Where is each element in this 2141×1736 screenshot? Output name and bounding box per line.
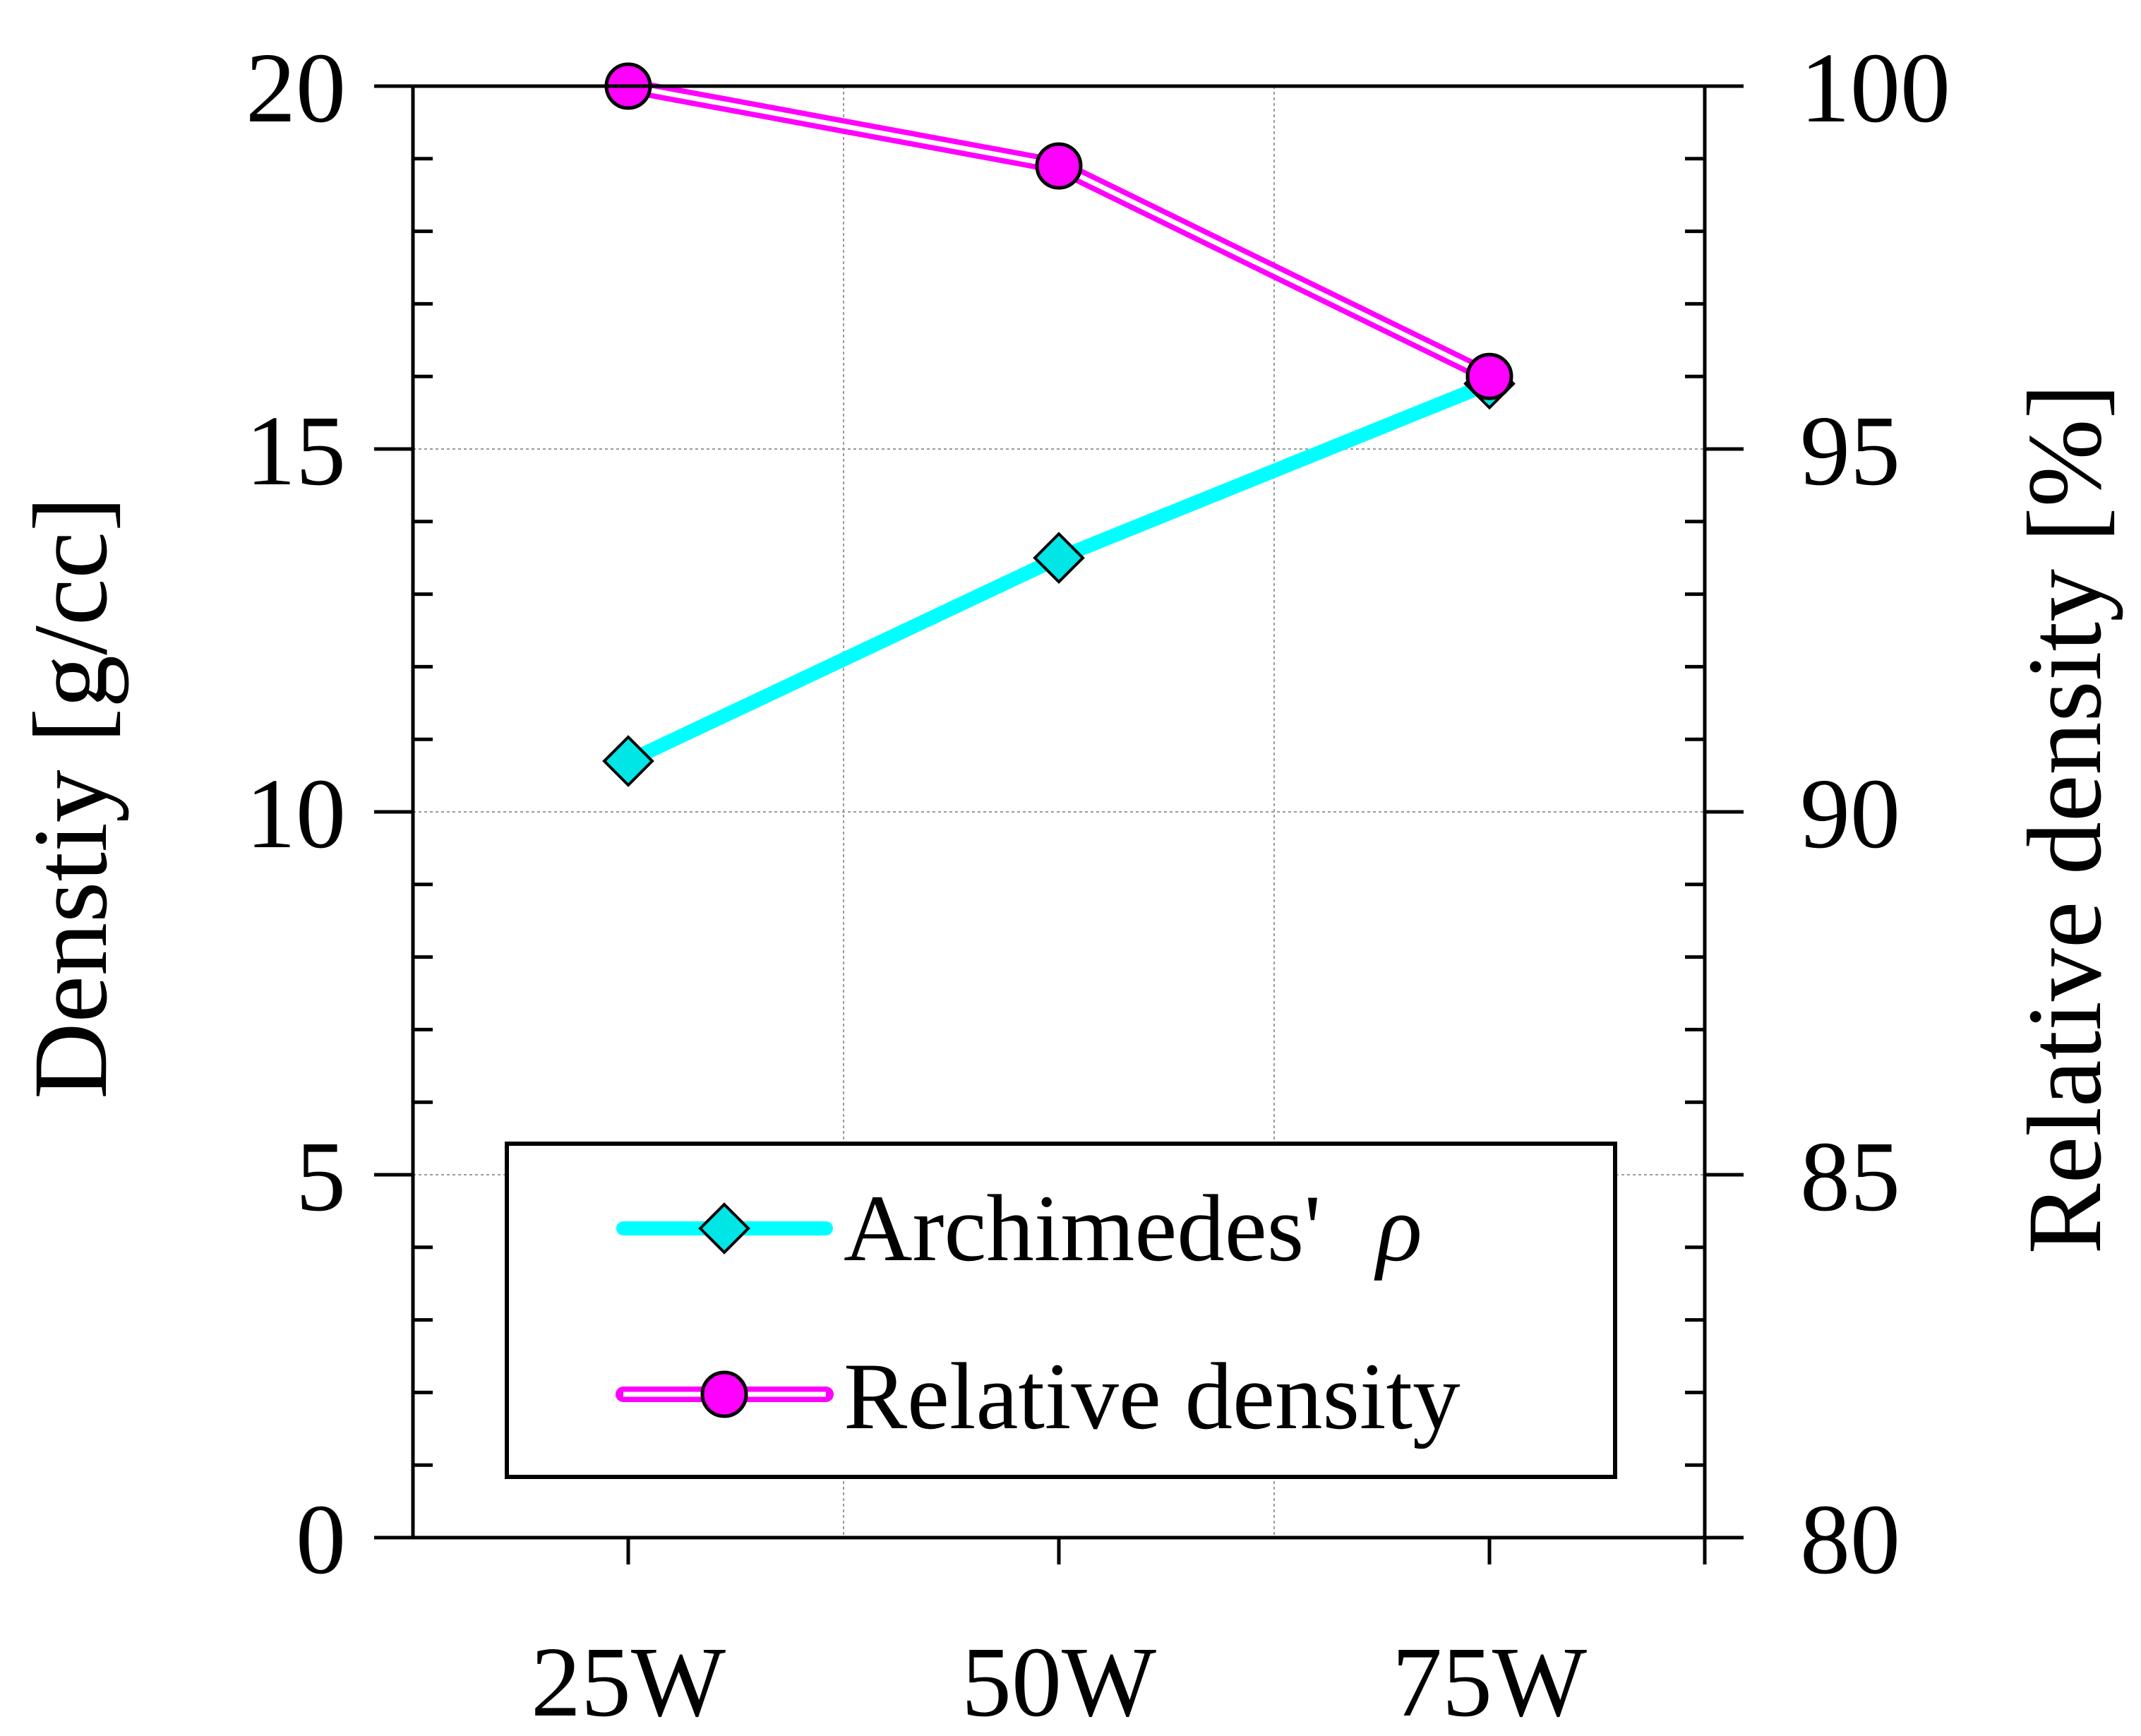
series-layer — [602, 62, 1516, 787]
left-tick-label: 20 — [246, 32, 346, 143]
left-axis-tick-labels: 0 5 10 15 20 — [246, 32, 346, 1595]
right-axis-tick-labels: 80 85 90 95 100 — [1800, 32, 1950, 1595]
legend-item-archimedes: Archimedes' ρ — [616, 1176, 1422, 1281]
left-axis-title: Denstiy [g/cc] — [12, 496, 129, 1099]
legend-label-relative-density: Relative density — [844, 1344, 1461, 1449]
data-point-archimedes — [1033, 532, 1085, 585]
right-tick-label: 80 — [1800, 1483, 1900, 1595]
legend-circle-icon — [700, 1370, 748, 1418]
left-tick-label: 0 — [296, 1483, 346, 1595]
right-tick-label: 90 — [1800, 758, 1900, 869]
legend-box — [505, 1142, 1617, 1479]
x-axis-tick-labels: 25W 50W 75W — [531, 1626, 1587, 1736]
x-tick-label: 25W — [531, 1626, 726, 1736]
right-tick-label: 100 — [1800, 32, 1950, 143]
x-tick-label: 50W — [961, 1626, 1156, 1736]
right-tick-label: 85 — [1800, 1120, 1900, 1232]
legend: Archimedes' ρ Relative density — [505, 1142, 1617, 1479]
left-tick-label: 15 — [246, 395, 346, 506]
data-point-relative-density — [1035, 142, 1083, 190]
x-tick-label: 75W — [1392, 1626, 1587, 1736]
right-axis-title: Relative density [%] — [2006, 384, 2123, 1255]
legend-symbol-rho: ρ — [1374, 1176, 1422, 1281]
left-tick-label: 10 — [246, 758, 346, 869]
right-tick-label: 95 — [1800, 395, 1900, 506]
data-point-archimedes — [602, 735, 654, 787]
axis-ticks — [374, 84, 1744, 1564]
series-archimedes — [602, 357, 1516, 787]
legend-label-archimedes: Archimedes' — [844, 1176, 1321, 1281]
series-line-relative-inner — [628, 83, 1491, 379]
left-tick-label: 5 — [296, 1120, 346, 1232]
series-relative-density — [604, 62, 1513, 400]
legend-item-relative-density: Relative density — [616, 1344, 1461, 1449]
data-point-relative-density — [1465, 352, 1513, 400]
series-line-relative-outer — [620, 78, 1497, 385]
legend-diamond-icon — [698, 1202, 750, 1255]
